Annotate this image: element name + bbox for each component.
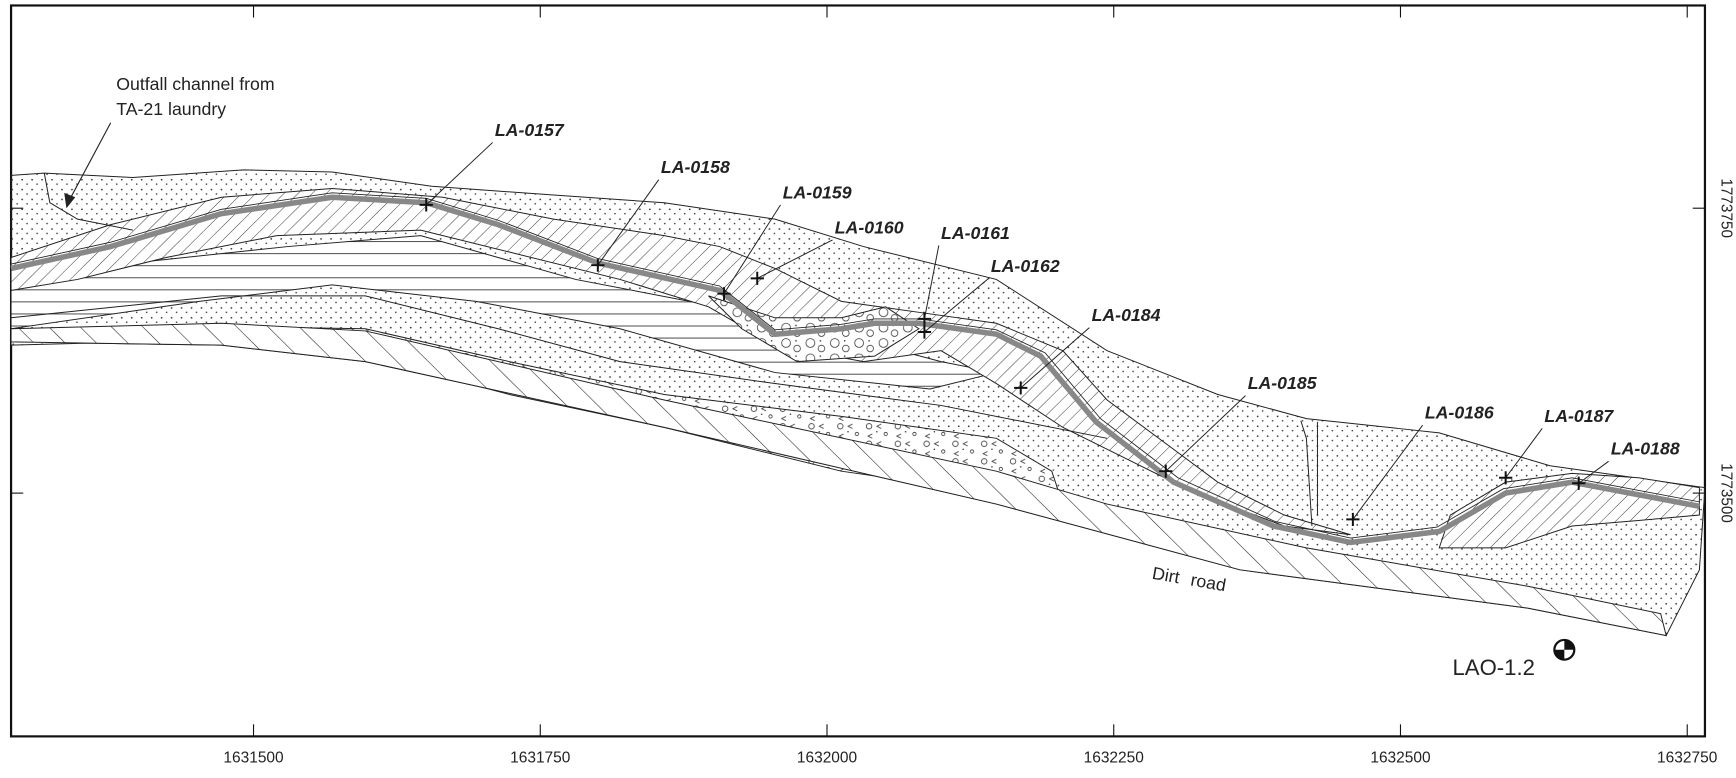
well-label: LAO-1.2: [1453, 655, 1535, 680]
sample-label: LA-0162: [991, 256, 1060, 276]
x-tick-label: 1631750: [510, 750, 570, 767]
sample-label: LA-0188: [1611, 439, 1680, 459]
sample-label: LA-0159: [783, 182, 852, 202]
annotation: TA-21 laundry: [116, 99, 226, 119]
sample-label: LA-0185: [1248, 373, 1317, 393]
sample-label: LA-0158: [661, 157, 730, 177]
x-tick-label: 1632000: [797, 750, 857, 767]
annotation: Outfall channel from: [116, 74, 274, 94]
x-tick-label: 1632250: [1084, 750, 1144, 767]
sample-label: LA-0187: [1544, 406, 1614, 426]
sample-label: LA-0161: [941, 223, 1010, 243]
y-tick-label: 1773750: [1718, 178, 1735, 238]
sample-label: LA-0184: [1092, 305, 1161, 325]
x-tick-label: 1632500: [1370, 750, 1430, 767]
sample-label: LA-0160: [835, 217, 904, 237]
map-body: LA-0157 LA-0158 LA-0159 LA-0160 LA-0161 LA-01…: [11, 5, 1735, 766]
well-symbol: [1554, 640, 1574, 660]
x-tick-label: 1631500: [223, 750, 283, 767]
map: LA-0157 LA-0158 LA-0159 LA-0160 LA-0161 LA-01…: [0, 0, 1736, 778]
road-label: Dirt road: [1151, 563, 1228, 595]
sample-label: LA-0186: [1425, 403, 1494, 423]
x-tick-label: 1632750: [1657, 750, 1717, 767]
sample-label: LA-0157: [495, 120, 565, 140]
y-tick-label: 1773500: [1718, 463, 1735, 523]
